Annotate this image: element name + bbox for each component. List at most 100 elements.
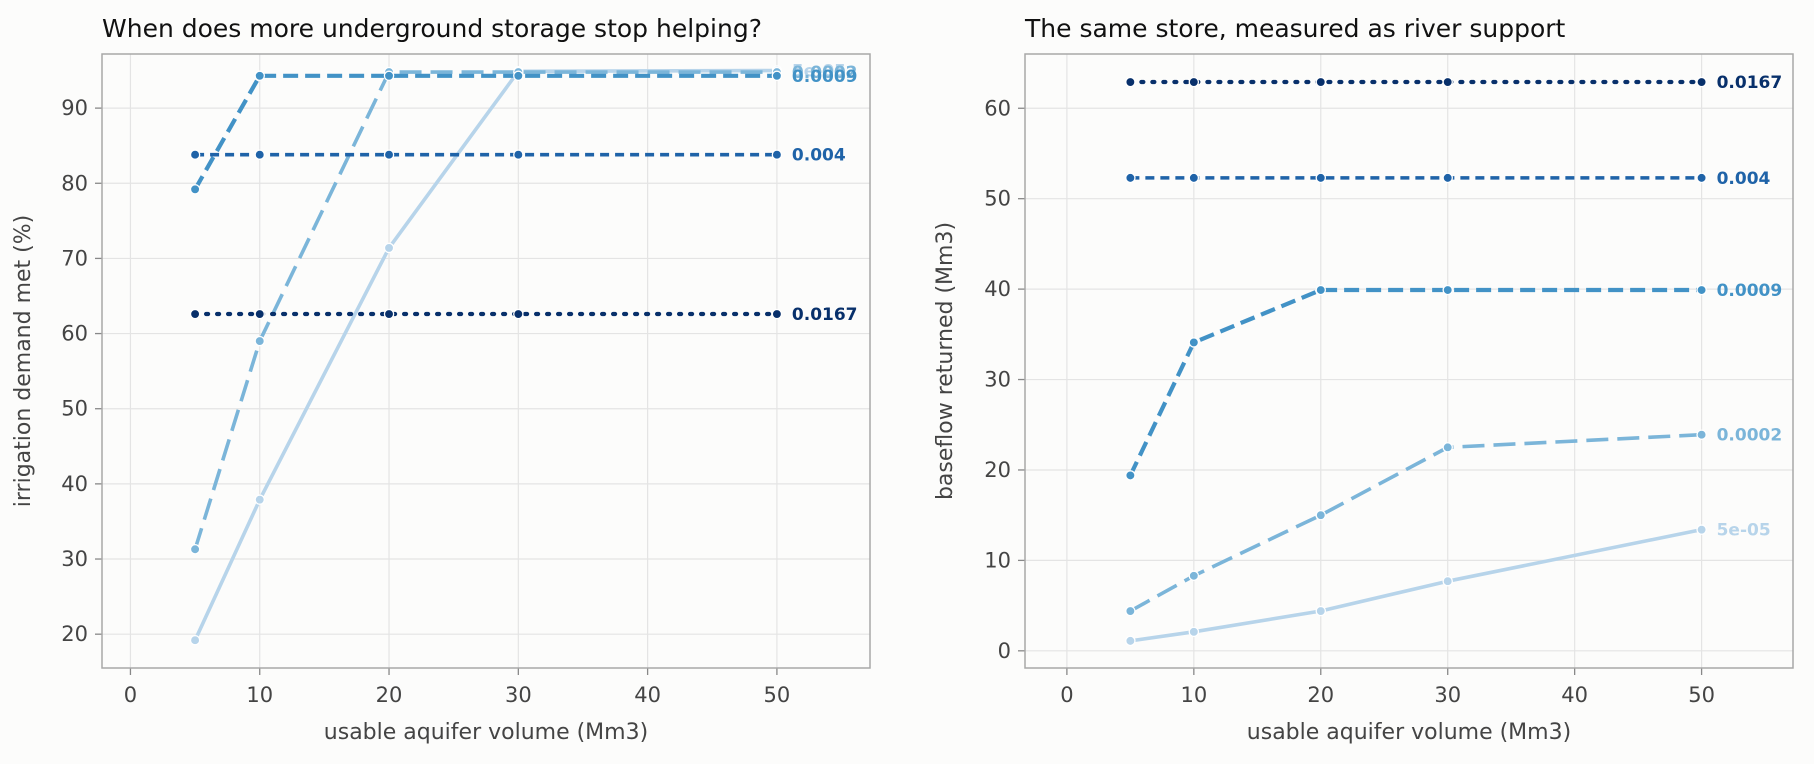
data-point: [1315, 76, 1327, 88]
x-tick-label: 50: [764, 683, 791, 707]
data-point: [1315, 605, 1327, 617]
y-tick-label: 30: [984, 368, 1011, 392]
data-point: [1442, 442, 1453, 453]
data-point: [254, 70, 265, 82]
series-end-label: 5e-05: [792, 62, 846, 82]
series-0.004: 0.004: [1125, 169, 1771, 189]
series-line: [1129, 432, 1702, 613]
data-point: [1125, 635, 1136, 647]
series-0.0167: 0.0167: [189, 305, 858, 325]
data-point: [1315, 284, 1327, 296]
x-tick-label: 0: [1060, 683, 1073, 707]
x-axis-label: usable aquifer volume (Mm3): [1247, 720, 1571, 745]
series-5e-05: 5e-05: [1125, 521, 1771, 647]
data-point: [513, 70, 524, 82]
y-tick-label: 0: [998, 639, 1011, 663]
data-point: [1696, 429, 1707, 440]
data-point: [1442, 284, 1453, 296]
data-point: [189, 308, 201, 320]
y-tick-label: 20: [984, 458, 1011, 482]
y-tick-label: 30: [61, 547, 88, 571]
data-point: [1315, 172, 1327, 184]
x-tick-label: 40: [1561, 683, 1588, 707]
data-point: [1188, 76, 1200, 88]
y-tick-label: 50: [984, 187, 1011, 211]
y-tick-label: 90: [61, 96, 88, 120]
x-tick-label: 20: [376, 683, 403, 707]
y-tick-label: 10: [984, 548, 1011, 572]
data-point: [1125, 172, 1136, 184]
x-tick-label: 20: [1307, 683, 1334, 707]
plot-frame: [1024, 53, 1794, 669]
data-point: [1188, 172, 1200, 184]
data-point: [513, 149, 524, 160]
x-tick-label: 10: [1180, 683, 1207, 707]
series-0.0002: 0.0002: [1125, 426, 1783, 617]
data-point: [1125, 605, 1136, 617]
series-end-label: 0.004: [792, 146, 846, 166]
y-tick-label: 20: [61, 622, 88, 646]
series-end-label: 0.0167: [1717, 73, 1783, 93]
x-tick-label: 0: [124, 683, 137, 707]
data-point: [1696, 284, 1707, 296]
data-point: [383, 308, 395, 320]
data-point: [383, 70, 395, 82]
y-tick-label: 40: [984, 277, 1011, 301]
data-point: [189, 184, 201, 195]
plot-area: [1025, 54, 1793, 668]
x-tick-label: 10: [246, 683, 273, 707]
chart-panel-1: 0 10 20 30 40 50 20 30 40 50 60 70 80 90 When does mor…: [11, 14, 871, 745]
data-point: [189, 149, 201, 160]
x-tick-label: 50: [1688, 683, 1715, 707]
series-0.0009: 0.0009: [1125, 281, 1783, 481]
data-point: [189, 544, 201, 555]
series-end-label: 5e-05: [1717, 521, 1771, 541]
data-point: [1696, 76, 1707, 88]
data-point: [254, 335, 265, 347]
data-point: [254, 149, 265, 160]
x-axis-label: usable aquifer volume (Mm3): [324, 720, 648, 745]
y-tick-label: 80: [61, 171, 88, 195]
plot-frame: [101, 53, 871, 669]
data-point: [513, 308, 524, 320]
data-point: [1696, 172, 1707, 184]
series-end-label: 0.0002: [1717, 426, 1783, 446]
data-point: [1188, 626, 1200, 638]
data-point: [771, 308, 783, 320]
x-tick-label: 30: [505, 683, 532, 707]
data-point: [1442, 575, 1453, 587]
data-point: [1125, 470, 1136, 481]
data-point: [1188, 337, 1200, 348]
y-tick-label: 60: [61, 322, 88, 346]
y-axis-label: irrigation demand met (%): [11, 215, 36, 507]
series-end-label: 0.0009: [1717, 281, 1783, 301]
data-point: [189, 634, 201, 646]
series-end-label: 0.004: [1717, 169, 1771, 189]
series-0.0167: 0.0167: [1125, 73, 1783, 93]
x-tick-label: 30: [1434, 683, 1461, 707]
chart-title: When does more underground storage stop …: [102, 14, 762, 43]
chart-title: The same store, measured as river suppor…: [1024, 14, 1566, 43]
data-point: [1442, 76, 1453, 88]
data-point: [771, 149, 783, 160]
data-point: [383, 242, 395, 254]
data-point: [1696, 524, 1707, 535]
data-point: [1125, 76, 1136, 88]
plot-area: [102, 54, 870, 668]
data-point: [383, 149, 395, 160]
chart-panel-2: 0 10 20 30 40 50 0 10 20 30 40 50 60 The same store, …: [933, 14, 1794, 745]
y-tick-label: 60: [984, 96, 1011, 120]
data-point: [1315, 509, 1327, 521]
series-end-label: 0.0009: [792, 67, 858, 87]
series-0.004: 0.004: [189, 146, 846, 166]
y-tick-label: 50: [61, 397, 88, 421]
series-0.0009: 0.0009: [189, 67, 858, 195]
series-line: [1128, 287, 1702, 477]
series-end-label: 0.0167: [792, 305, 858, 325]
series-line: [193, 73, 777, 191]
data-point: [254, 308, 265, 320]
y-tick-label: 40: [61, 472, 88, 496]
data-point: [771, 70, 783, 82]
